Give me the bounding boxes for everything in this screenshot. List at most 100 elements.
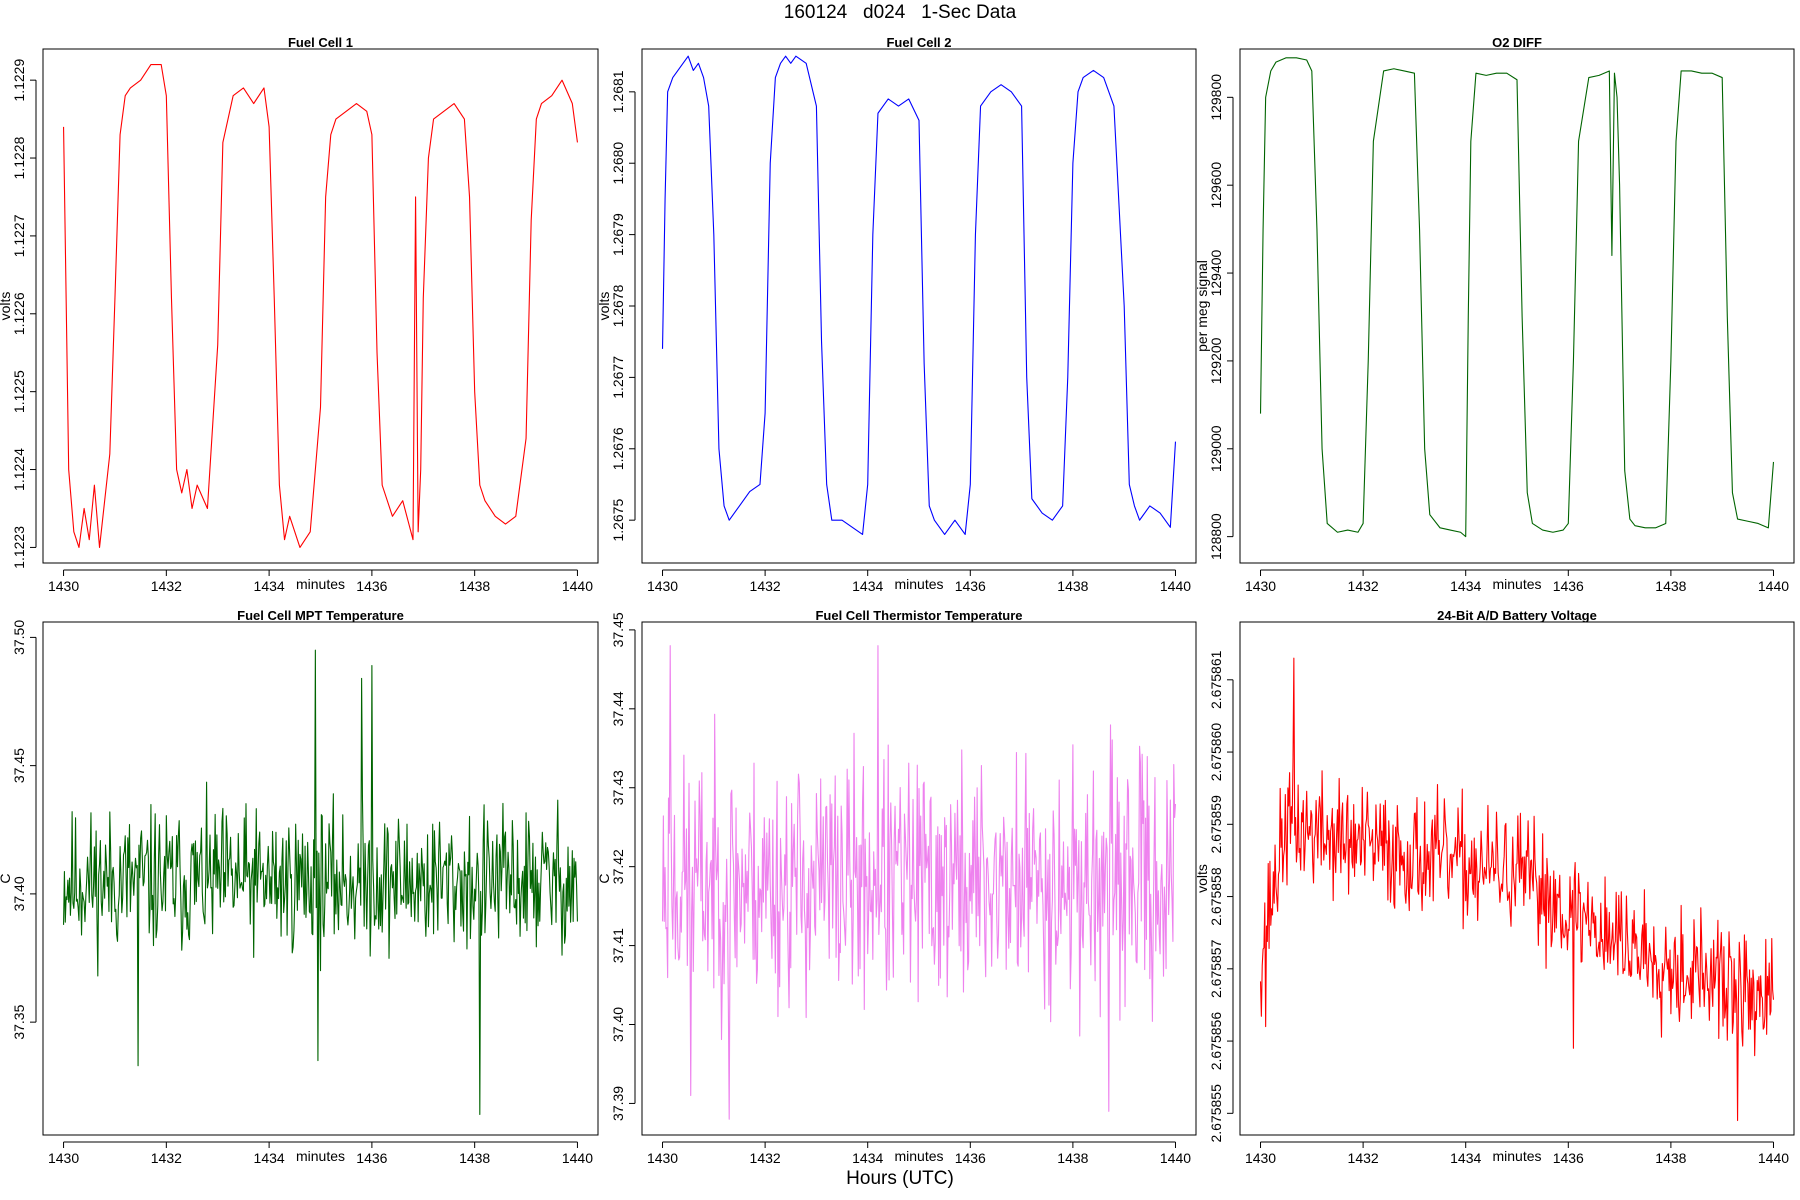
x-tick-label: 1436 <box>955 578 986 594</box>
y-tick-label: 37.41 <box>610 928 626 963</box>
y-tick-label: 1.2676 <box>610 427 626 470</box>
x-tick-label: 1432 <box>750 578 781 594</box>
y-tick-label: 2.675857 <box>1208 939 1224 998</box>
y-tick-label: 1.1225 <box>11 370 27 413</box>
y-axis-label: C <box>0 873 13 883</box>
x-tick-label: 1434 <box>852 578 883 594</box>
y-tick-label: 2.675858 <box>1208 867 1224 926</box>
plot-frame <box>1239 621 1795 1136</box>
series-line <box>63 64 578 548</box>
x-axis-footer-label: Hours (UTC) <box>846 1168 954 1189</box>
chart-title: 24-Bit A/D Battery Voltage <box>1437 608 1597 623</box>
y-tick-label: 1.1226 <box>11 292 27 335</box>
y-tick-label: 37.40 <box>11 876 27 911</box>
x-tick-label: 1438 <box>459 578 490 594</box>
x-axis-label: minutes <box>894 1148 943 1164</box>
y-tick-label: 1.1229 <box>11 59 27 102</box>
y-tick-label: 1.1223 <box>11 526 27 569</box>
chart-title: Fuel Cell 2 <box>886 35 951 50</box>
series-line <box>1259 657 1775 1122</box>
y-tick-label: 37.39 <box>610 1086 626 1121</box>
chart-title: Fuel Cell 1 <box>288 35 353 50</box>
chart-panel-3: O2 DIFF 1430 1432 1434 1436 1438 1440 minutes 12… <box>1194 35 1795 594</box>
x-tick-label: 1440 <box>562 1150 593 1166</box>
x-axis-label: minutes <box>1492 576 1541 592</box>
x-tick-label: 1436 <box>1553 1150 1584 1166</box>
x-tick-label: 1438 <box>1655 1150 1686 1166</box>
x-tick-label: 1434 <box>852 1150 883 1166</box>
chart-title: O2 DIFF <box>1492 35 1542 50</box>
y-tick-label: 37.45 <box>610 612 626 647</box>
x-tick-label: 1430 <box>647 578 678 594</box>
x-tick-label: 1430 <box>48 578 79 594</box>
x-tick-label: 1440 <box>562 578 593 594</box>
y-tick-label: 1.1224 <box>11 448 27 491</box>
y-tick-label: 129200 <box>1208 337 1224 384</box>
x-tick-label: 1440 <box>1758 578 1789 594</box>
y-tick-label: 2.675859 <box>1208 795 1224 854</box>
chart-panel-2: Fuel Cell 2 1430 1432 1434 1436 1438 1440 minut… <box>596 35 1197 594</box>
plot-frame <box>42 621 599 1136</box>
x-tick-label: 1434 <box>254 578 285 594</box>
y-tick-label: 37.50 <box>11 620 27 655</box>
x-axis-label: minutes <box>296 576 345 592</box>
series-line <box>661 645 1177 1120</box>
x-tick-label: 1434 <box>1450 1150 1481 1166</box>
series-line <box>63 649 578 1116</box>
y-tick-label: 1.1228 <box>11 136 27 179</box>
y-tick-label: 37.35 <box>11 1004 27 1039</box>
x-tick-label: 1436 <box>1553 578 1584 594</box>
x-tick-label: 1438 <box>1057 578 1088 594</box>
y-tick-label: 2.675856 <box>1208 1012 1224 1071</box>
y-tick-label: 129000 <box>1208 425 1224 472</box>
series-line <box>661 55 1177 535</box>
y-axis-label: volts <box>596 292 612 321</box>
x-tick-label: 1436 <box>955 1150 986 1166</box>
y-axis-label: C <box>596 873 612 883</box>
y-tick-label: 1.2680 <box>610 142 626 185</box>
y-tick-label: 2.675861 <box>1208 650 1224 709</box>
y-tick-label: 129800 <box>1208 74 1224 121</box>
chart-title: Fuel Cell Thermistor Temperature <box>815 608 1022 623</box>
y-tick-label: 2.675855 <box>1208 1084 1224 1143</box>
y-tick-label: 1.1227 <box>11 214 27 257</box>
x-tick-label: 1440 <box>1160 1150 1191 1166</box>
x-tick-label: 1430 <box>1245 1150 1276 1166</box>
y-axis-label: volts <box>0 292 13 321</box>
y-tick-label: 37.43 <box>610 770 626 805</box>
page-title: 160124 d024 1-Sec Data <box>783 2 1017 23</box>
x-axis-label: minutes <box>296 1148 345 1164</box>
x-tick-label: 1436 <box>356 1150 387 1166</box>
y-axis-label: volts <box>1194 864 1210 893</box>
series-line <box>1259 57 1775 538</box>
y-tick-label: 129400 <box>1208 249 1224 296</box>
y-tick-label: 1.2679 <box>610 213 626 256</box>
y-tick-label: 37.44 <box>610 691 626 726</box>
y-axis-label: per meg signal <box>1194 260 1210 352</box>
x-tick-label: 1430 <box>1245 578 1276 594</box>
x-tick-label: 1432 <box>750 1150 781 1166</box>
plot-frame <box>641 48 1197 564</box>
x-tick-label: 1438 <box>459 1150 490 1166</box>
y-tick-label: 1.2675 <box>610 499 626 542</box>
x-tick-label: 1432 <box>1348 578 1379 594</box>
x-axis-label: minutes <box>1492 1148 1541 1164</box>
x-tick-label: 1432 <box>1348 1150 1379 1166</box>
x-tick-label: 1440 <box>1160 578 1191 594</box>
plot-frame <box>641 621 1197 1136</box>
x-tick-label: 1434 <box>254 1150 285 1166</box>
chart-panel-6: 24-Bit A/D Battery Voltage 1430 1432 1434 14… <box>1194 608 1795 1166</box>
chart-panel-1: Fuel Cell 1 1430 1432 1434 1436 1438 1440 minut… <box>0 35 599 594</box>
y-tick-label: 128800 <box>1208 513 1224 560</box>
x-axis-label: minutes <box>894 576 943 592</box>
x-tick-label: 1432 <box>151 1150 182 1166</box>
y-tick-label: 37.45 <box>11 748 27 783</box>
chart-title: Fuel Cell MPT Temperature <box>237 608 404 623</box>
y-tick-label: 37.42 <box>610 849 626 884</box>
chart-panel-5: Fuel Cell Thermistor Temperature 1430 1432… <box>596 608 1197 1166</box>
chart-panel-4: Fuel Cell MPT Temperature 1430 1432 1434 143… <box>0 608 599 1166</box>
y-tick-label: 1.2681 <box>610 70 626 113</box>
x-tick-label: 1434 <box>1450 578 1481 594</box>
plot-frame <box>42 48 599 564</box>
y-tick-label: 2.675860 <box>1208 723 1224 782</box>
